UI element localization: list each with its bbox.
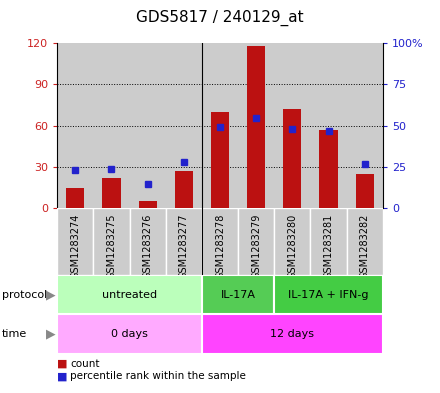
Text: ■: ■ xyxy=(57,371,68,382)
Bar xyxy=(57,314,202,354)
Bar xyxy=(311,43,347,208)
Bar xyxy=(283,109,301,208)
Text: percentile rank within the sample: percentile rank within the sample xyxy=(70,371,246,382)
Bar xyxy=(93,43,129,208)
Text: GSM1283282: GSM1283282 xyxy=(360,214,370,279)
Bar xyxy=(247,46,265,208)
Bar xyxy=(103,178,121,208)
Bar xyxy=(202,314,383,354)
Text: protocol: protocol xyxy=(2,290,48,300)
Text: time: time xyxy=(2,329,27,339)
Text: ▶: ▶ xyxy=(46,288,55,301)
Bar xyxy=(274,275,383,314)
Bar xyxy=(356,174,374,208)
Bar xyxy=(139,201,157,208)
Bar xyxy=(93,208,129,275)
Text: GSM1283279: GSM1283279 xyxy=(251,214,261,279)
Bar xyxy=(238,208,274,275)
Bar xyxy=(166,43,202,208)
Bar xyxy=(129,208,166,275)
Bar xyxy=(319,130,337,208)
Bar xyxy=(211,112,229,208)
Bar xyxy=(175,171,193,208)
Text: untreated: untreated xyxy=(102,290,157,300)
Text: IL-17A: IL-17A xyxy=(220,290,256,300)
Text: 12 days: 12 days xyxy=(270,329,314,339)
Bar xyxy=(311,208,347,275)
Bar xyxy=(347,43,383,208)
Bar xyxy=(274,208,311,275)
Bar xyxy=(202,275,274,314)
Text: 0 days: 0 days xyxy=(111,329,148,339)
Bar xyxy=(57,208,93,275)
Bar xyxy=(238,43,274,208)
Bar xyxy=(347,208,383,275)
Text: GSM1283278: GSM1283278 xyxy=(215,214,225,279)
Text: count: count xyxy=(70,358,100,369)
Text: GSM1283275: GSM1283275 xyxy=(106,214,117,279)
Bar xyxy=(57,275,202,314)
Text: GSM1283277: GSM1283277 xyxy=(179,214,189,279)
Bar xyxy=(166,208,202,275)
Bar xyxy=(129,43,166,208)
Bar xyxy=(202,43,238,208)
Bar xyxy=(66,188,84,208)
Bar xyxy=(57,43,93,208)
Text: GSM1283280: GSM1283280 xyxy=(287,214,297,279)
Bar xyxy=(274,43,311,208)
Text: GDS5817 / 240129_at: GDS5817 / 240129_at xyxy=(136,9,304,26)
Text: ■: ■ xyxy=(57,358,68,369)
Bar xyxy=(202,208,238,275)
Text: GSM1283276: GSM1283276 xyxy=(143,214,153,279)
Text: GSM1283274: GSM1283274 xyxy=(70,214,80,279)
Text: IL-17A + IFN-g: IL-17A + IFN-g xyxy=(288,290,369,300)
Text: GSM1283281: GSM1283281 xyxy=(323,214,334,279)
Text: ▶: ▶ xyxy=(46,327,55,341)
